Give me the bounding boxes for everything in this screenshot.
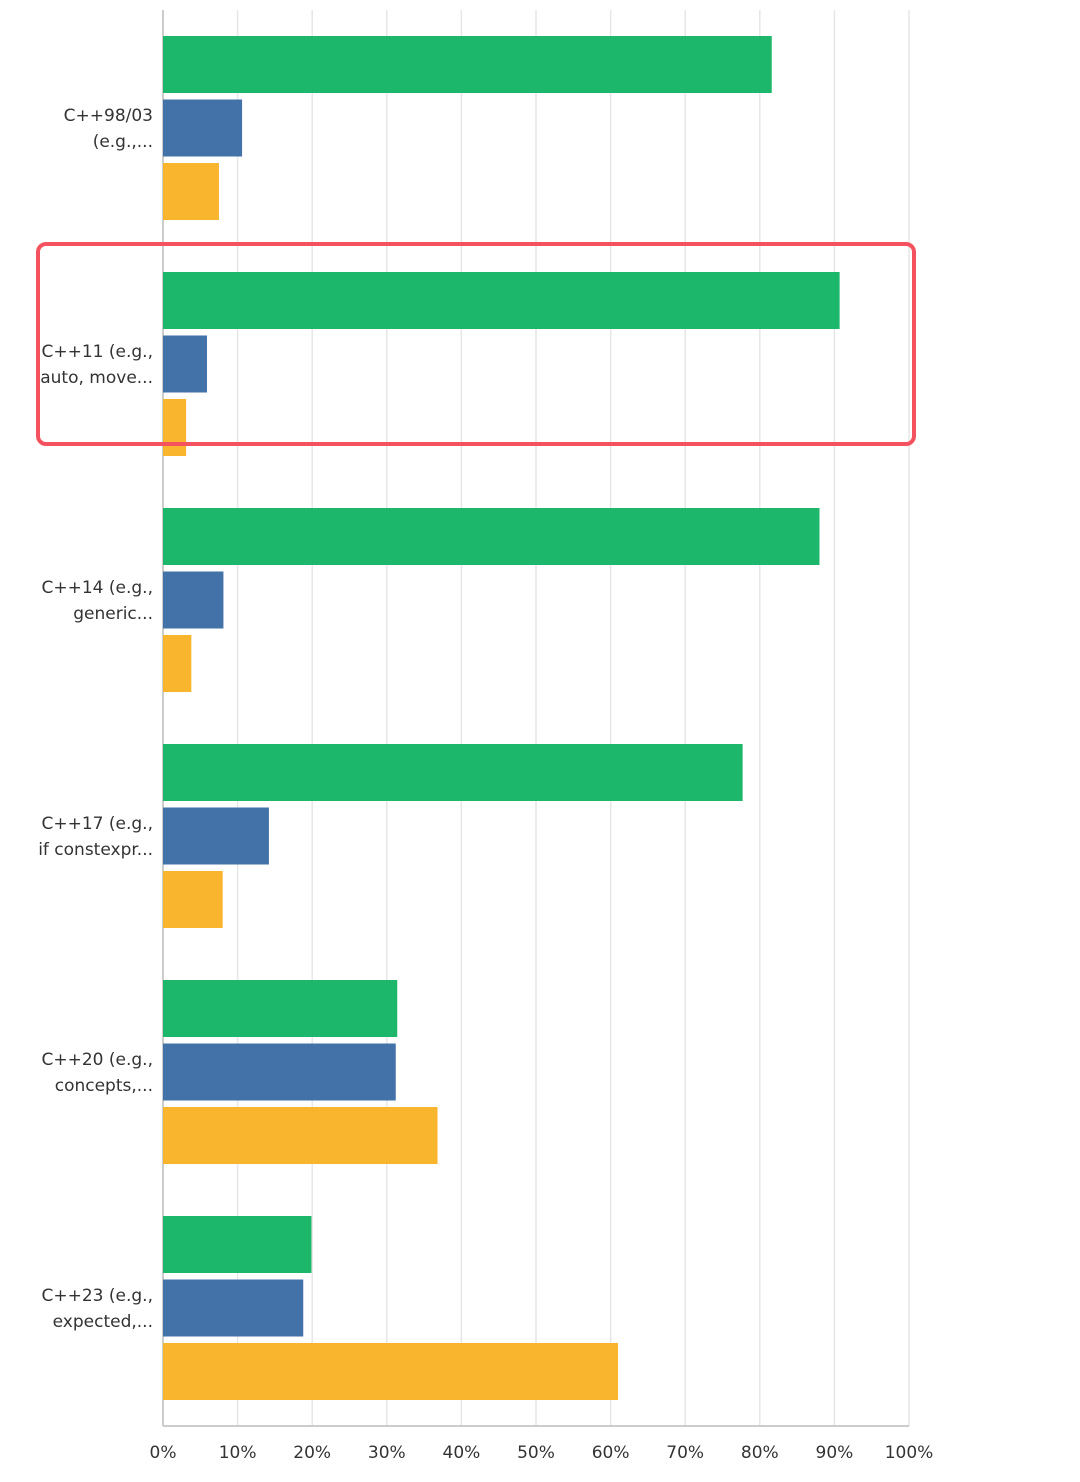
category-label: (e.g.,... (93, 132, 153, 152)
x-tick-label: 30% (368, 1443, 406, 1463)
x-tick-label: 20% (293, 1443, 331, 1463)
category-label: C++11 (e.g., (42, 342, 154, 362)
bar (163, 99, 243, 157)
x-tick-label: 60% (592, 1443, 630, 1463)
category-label: C++98/03 (64, 106, 153, 126)
x-tick-labels: 0% 10% 20% 30% 40% 50% 60% 70% 80% 90% 100% (150, 1443, 934, 1463)
category-label: C++20 (e.g., (42, 1050, 154, 1070)
x-tick-label: 40% (443, 1443, 481, 1463)
category-label: generic... (73, 604, 153, 624)
bar (163, 1043, 396, 1101)
category-label: C++14 (e.g., (42, 578, 154, 598)
category-label: C++17 (e.g., (42, 814, 154, 834)
bar (163, 980, 398, 1037)
bar (163, 635, 192, 692)
category-labels: C++98/03 (e.g.,... C++11 (e.g., auto, move.… (38, 106, 153, 1332)
bar (163, 571, 224, 629)
bar (163, 1279, 304, 1337)
category-label: if constexpr... (38, 840, 153, 860)
bar (163, 807, 269, 865)
bar (163, 1107, 438, 1164)
x-tick-label: 70% (666, 1443, 704, 1463)
category-label: concepts,... (55, 1076, 153, 1096)
x-tick-label: 50% (517, 1443, 555, 1463)
category-label: expected,... (53, 1312, 153, 1332)
bar (163, 1343, 619, 1400)
bar (163, 36, 772, 93)
x-tick-label: 100% (885, 1443, 934, 1463)
bar (163, 871, 223, 928)
highlight-box-group (36, 242, 916, 446)
highlight-box (36, 242, 916, 446)
bars (163, 36, 840, 1400)
x-tick-label: 0% (150, 1443, 177, 1463)
bar (163, 508, 820, 565)
x-tick-label: 80% (741, 1443, 779, 1463)
bar (163, 744, 743, 801)
gridlines (162, 10, 910, 1427)
category-label: auto, move... (40, 368, 153, 388)
bar (163, 272, 840, 329)
category-label: C++23 (e.g., (42, 1286, 154, 1306)
x-tick-label: 90% (816, 1443, 854, 1463)
bar (163, 335, 208, 393)
bar (163, 163, 219, 220)
bar (163, 399, 187, 456)
bar (163, 1216, 312, 1273)
x-tick-label: 10% (219, 1443, 257, 1463)
